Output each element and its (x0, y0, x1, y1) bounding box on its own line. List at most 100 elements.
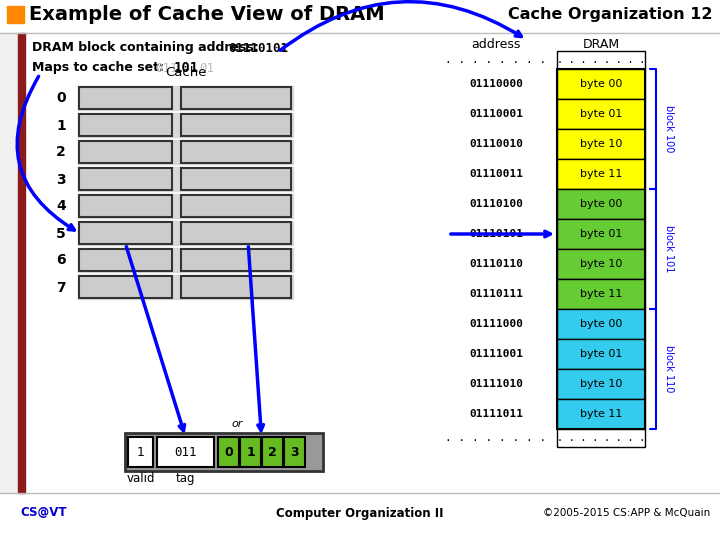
Bar (181, 249, 291, 271)
Bar (78, 140, 293, 164)
Bar (78, 167, 293, 191)
Text: CS@VT: CS@VT (20, 507, 66, 519)
Bar (557, 129, 645, 159)
Bar (557, 69, 645, 99)
Bar (557, 279, 645, 309)
Bar (78, 275, 293, 299)
Text: address: address (472, 38, 521, 51)
Text: 0: 0 (224, 446, 233, 458)
Bar (557, 69, 645, 429)
Text: 01110111: 01110111 (469, 289, 523, 299)
Text: 3: 3 (56, 172, 66, 186)
Text: Example of Cache View of DRAM: Example of Cache View of DRAM (29, 4, 384, 24)
Text: 011: 011 (155, 62, 178, 75)
Text: 01110110: 01110110 (469, 259, 523, 269)
Bar (181, 114, 291, 136)
Bar (557, 339, 645, 369)
Text: . . . . . . . .: . . . . . . . . (446, 55, 546, 65)
Bar (78, 248, 293, 272)
Text: 0: 0 (56, 91, 66, 105)
Text: 01110100: 01110100 (469, 199, 523, 209)
Bar (181, 141, 291, 163)
Bar (78, 113, 293, 137)
Bar (181, 168, 291, 190)
Bar (557, 429, 645, 447)
Text: tag: tag (176, 472, 195, 485)
Text: 01110101: 01110101 (469, 229, 523, 239)
Bar (240, 437, 261, 467)
Text: byte 10: byte 10 (580, 259, 622, 269)
Bar (79, 87, 172, 109)
Text: 01110011: 01110011 (469, 169, 523, 179)
Bar (557, 249, 645, 279)
Bar (557, 159, 645, 189)
Bar (181, 276, 291, 298)
Bar (181, 87, 291, 109)
Text: 101: 101 (174, 61, 199, 75)
Text: Maps to cache set:: Maps to cache set: (32, 62, 164, 75)
Bar (79, 249, 172, 271)
Text: 4: 4 (56, 199, 66, 213)
Bar (557, 51, 645, 69)
Bar (78, 221, 293, 245)
Bar (557, 369, 645, 399)
Text: 01111011: 01111011 (469, 409, 523, 419)
Text: 011: 011 (174, 446, 197, 458)
Text: byte 10: byte 10 (580, 139, 622, 149)
Text: 01111000: 01111000 (469, 319, 523, 329)
Text: block 110: block 110 (664, 345, 674, 393)
Text: 01111010: 01111010 (469, 379, 523, 389)
Bar (157, 437, 214, 467)
Text: or: or (231, 419, 243, 429)
Bar (78, 86, 293, 110)
Bar (18, 33, 720, 493)
Text: 2: 2 (56, 145, 66, 159)
Text: 01111001: 01111001 (469, 349, 523, 359)
Text: byte 00: byte 00 (580, 199, 622, 209)
Bar (79, 114, 172, 136)
Bar (125, 433, 323, 471)
Text: 1: 1 (137, 446, 145, 458)
Text: 5: 5 (56, 226, 66, 240)
Bar (218, 437, 239, 467)
Text: byte 01: byte 01 (580, 229, 622, 239)
Bar (18, 33, 25, 493)
Text: ©2005-2015 CS:APP & McQuain: ©2005-2015 CS:APP & McQuain (543, 508, 710, 518)
Bar (557, 99, 645, 129)
Text: byte 11: byte 11 (580, 409, 622, 419)
Bar (7, 6, 24, 23)
Bar (557, 189, 645, 219)
Text: . . . . . . . .: . . . . . . . . (557, 55, 645, 65)
Text: byte 11: byte 11 (580, 289, 622, 299)
Text: byte 10: byte 10 (580, 379, 622, 389)
Bar (262, 437, 283, 467)
Text: byte 00: byte 00 (580, 79, 622, 89)
Bar (79, 195, 172, 217)
Text: 1: 1 (246, 446, 255, 458)
Bar (128, 437, 153, 467)
Bar (557, 309, 645, 339)
Text: 1: 1 (56, 118, 66, 132)
Text: Cache: Cache (165, 66, 206, 79)
Text: Computer Organization II: Computer Organization II (276, 507, 444, 519)
Bar (181, 195, 291, 217)
Bar (284, 437, 305, 467)
Text: DRAM: DRAM (582, 38, 620, 51)
Text: 01110001: 01110001 (469, 109, 523, 119)
Bar (79, 276, 172, 298)
Text: DRAM block containing address:: DRAM block containing address: (32, 42, 258, 55)
Text: byte 00: byte 00 (580, 319, 622, 329)
Bar (557, 219, 645, 249)
Text: 01: 01 (199, 62, 214, 75)
Bar (181, 222, 291, 244)
Text: block 101: block 101 (664, 225, 674, 273)
Bar (79, 141, 172, 163)
Text: 3: 3 (290, 446, 299, 458)
Text: 7: 7 (56, 280, 66, 294)
Text: block 100: block 100 (664, 105, 674, 153)
Text: 01110010: 01110010 (469, 139, 523, 149)
Text: . . . . . . . .: . . . . . . . . (446, 433, 546, 443)
Text: Cache Organization 12: Cache Organization 12 (508, 6, 713, 22)
Text: 01110101: 01110101 (228, 42, 288, 55)
Text: 01110000: 01110000 (469, 79, 523, 89)
